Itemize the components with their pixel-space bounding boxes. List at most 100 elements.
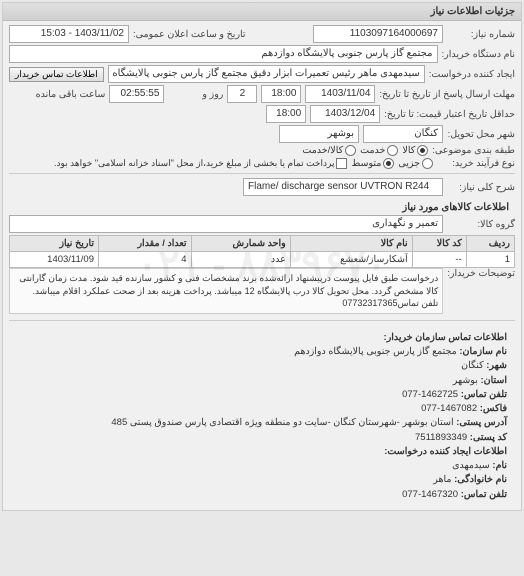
panel-title: جزئیات اطلاعات نیاز (3, 3, 521, 21)
th-code: کد کالا (412, 236, 466, 252)
contact-buyer-button[interactable]: اطلاعات تماس خریدار (9, 67, 104, 82)
row-subject-cat: طبقه بندی موضوعی: کالا خدمت کالا/خدمت (9, 145, 515, 156)
row-need-number: شماره نیاز: 1103097164000697 تاریخ و ساع… (9, 25, 515, 43)
td-date: 1403/11/09 (10, 252, 99, 268)
table-row: 1 -- آشکارساز/شعشع عدد 4 1403/11/09 (10, 252, 515, 268)
radio-small[interactable] (422, 158, 433, 169)
addr-v: استان بوشهر -شهرستان کنگان -سایت دو منطق… (111, 417, 453, 428)
contact-title: اطلاعات تماس سازمان خریدار: (384, 332, 507, 343)
row-price-deadline: حداقل تاریخ اعتبار قیمت: تا تاریخ: 1403/… (9, 105, 515, 123)
label-price-deadline: حداقل تاریخ اعتبار قیمت: تا تاریخ: (384, 109, 515, 120)
label-deliver-city: شهر محل تحویل: (447, 129, 515, 140)
items-table: ردیف کد کالا نام کالا واحد شمارش تعداد /… (9, 235, 515, 268)
label-days: روز و (168, 89, 223, 100)
divider-2 (9, 320, 515, 321)
lname-v: ماهر (433, 474, 451, 485)
row-buyer-notes: توضیحات خریدار: درخواست طبق فایل پیوست د… (9, 268, 515, 314)
deal-note-label: پرداخت تمام یا بخشی از مبلغ خرید،از محل … (54, 158, 334, 169)
value-need-number: 1103097164000697 (313, 25, 443, 43)
radio-service[interactable] (387, 145, 398, 156)
divider (9, 173, 515, 174)
value-group: تعمیر و نگهداری (9, 215, 443, 233)
label-group: گروه کالا: (447, 219, 515, 230)
rtel-l: تلفن تماس: (461, 489, 507, 500)
fax-v: 1467082-077 (421, 403, 477, 414)
row-key-desc: شرح کلی نیاز: Flame/ discharge sensor UV… (9, 178, 515, 196)
label-key-desc: شرح کلی نیاز: (447, 182, 515, 193)
row-delivery-city: شهر محل تحویل: کنگان بوشهر (9, 125, 515, 143)
row-send-deadline: مهلت ارسال پاسخ از تاریخ تا تاریخ: 1403/… (9, 85, 515, 103)
value-price-date: 1403/12/04 (310, 105, 380, 123)
prov-v: بوشهر (453, 375, 478, 386)
cat-gs-wrap[interactable]: کالا/خدمت (302, 145, 356, 156)
zip-l: کد پستی: (470, 432, 507, 443)
fname-v: سیدمهدی (452, 460, 490, 471)
table-header-row: ردیف کد کالا نام کالا واحد شمارش تعداد /… (10, 236, 515, 252)
city-l: شهر: (486, 360, 507, 371)
fax-l: فاکس: (480, 403, 507, 414)
cat-goods-wrap[interactable]: کالا (402, 145, 428, 156)
deal-note-wrap: پرداخت تمام یا بخشی از مبلغ خرید،از محل … (54, 158, 347, 169)
value-buyer-notes: درخواست طبق فایل پیوست درپیشنهاد ارائه‌ش… (9, 268, 443, 314)
city-v: کنگان (461, 360, 484, 371)
value-send-from-time: 18:00 (261, 85, 301, 103)
row-group: گروه کالا: تعمیر و نگهداری (9, 215, 515, 233)
th-date: تاریخ نیاز (10, 236, 99, 252)
cat-gs-label: کالا/خدمت (302, 145, 343, 156)
value-device: مجتمع گاز پارس جنوبی پالایشگاه دوازدهم (9, 45, 438, 63)
deal-medium-label: متوسط (351, 158, 381, 169)
form-body: شماره نیاز: 1103097164000697 تاریخ و ساع… (3, 21, 521, 510)
cat-goods-label: کالا (402, 145, 415, 156)
radio-goods-service[interactable] (345, 145, 356, 156)
label-deal-type: نوع فرآیند خرید: (437, 158, 515, 169)
value-send-from-date: 1403/11/04 (305, 85, 375, 103)
label-announce: تاریخ و ساعت اعلان عمومی: (133, 29, 309, 40)
org-v: مجتمع گاز پارس جنوبی پالایشگاه دوازدهم (294, 346, 457, 357)
row-device: نام دستگاه خریدار: مجتمع گاز پارس جنوبی … (9, 45, 515, 63)
cat-service-wrap[interactable]: خدمت (360, 145, 398, 156)
value-remain-time: 02:55:55 (109, 85, 164, 103)
req-title: اطلاعات ایجاد کننده درخواست: (384, 446, 507, 457)
radio-goods[interactable] (417, 145, 428, 156)
th-unit: واحد شمارش (191, 236, 290, 252)
deal-medium-wrap[interactable]: متوسط (351, 158, 394, 169)
fname-l: نام: (492, 460, 507, 471)
value-requester: سیدمهدی ماهر رئیس تعمیرات ابزار دقیق مجت… (108, 65, 425, 83)
label-device: نام دستگاه خریدار: (442, 49, 516, 60)
row-deal-type: نوع فرآیند خرید: جزیی متوسط پرداخت تمام … (9, 158, 515, 169)
value-days: 2 (227, 85, 257, 103)
zip-v: 7511893349 (415, 432, 467, 443)
checkbox-treasury[interactable] (336, 158, 347, 169)
value-deliver-prov: بوشهر (279, 125, 359, 143)
label-requester: ایجاد کننده درخواست: (429, 69, 515, 80)
value-announce: 1403/11/02 - 15:03 (9, 25, 129, 43)
org-l: نام سازمان: (459, 346, 507, 357)
value-deliver-city: کنگان (363, 125, 443, 143)
cat-service-label: خدمت (360, 145, 385, 156)
th-qty: تعداد / مقدار (99, 236, 192, 252)
td-code: -- (412, 252, 466, 268)
value-price-time: 18:00 (266, 105, 306, 123)
th-row: ردیف (466, 236, 514, 252)
label-remain: ساعت باقی مانده (36, 89, 106, 100)
deal-small-label: جزیی (398, 158, 420, 169)
contact-block: اطلاعات تماس سازمان خریدار: نام سازمان: … (9, 327, 515, 506)
items-section-title: اطلاعات کالاهای مورد نیاز (9, 198, 515, 215)
td-name: آشکارساز/شعشع (290, 252, 412, 268)
label-need-number: شماره نیاز: (447, 29, 515, 40)
label-send-deadline: مهلت ارسال پاسخ از تاریخ تا تاریخ: (379, 89, 515, 100)
tel-v: 1462725-077 (402, 389, 458, 400)
rtel-v: 1467320-077 (402, 489, 458, 500)
deal-small-wrap[interactable]: جزیی (398, 158, 433, 169)
lname-l: نام خانوادگی: (454, 474, 507, 485)
addr-l: آدرس پستی: (456, 417, 507, 428)
td-qty: 4 (99, 252, 192, 268)
label-buyer-notes: توضیحات خریدار: (447, 268, 515, 279)
td-unit: عدد (191, 252, 290, 268)
value-key-desc: Flame/ discharge sensor UVTRON R244 (243, 178, 443, 196)
label-subject-cat: طبقه بندی موضوعی: (432, 145, 515, 156)
tel-l: تلفن تماس: (461, 389, 507, 400)
td-row: 1 (466, 252, 514, 268)
radio-medium[interactable] (383, 158, 394, 169)
row-requester: ایجاد کننده درخواست: سیدمهدی ماهر رئیس ت… (9, 65, 515, 83)
